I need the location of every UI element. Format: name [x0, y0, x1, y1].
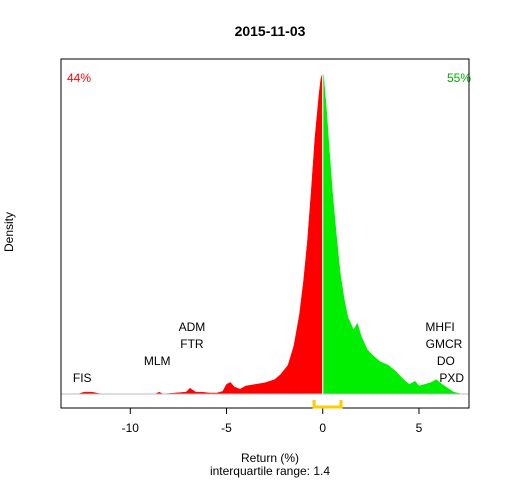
chart-title: 2015-11-03 [235, 23, 306, 39]
x-tick-label: -5 [221, 421, 232, 435]
x-axis-label: Return (%) [241, 451, 299, 465]
left-percent-label: 44% [67, 71, 91, 85]
iqr-bracket [312, 400, 343, 409]
x-tick-label: 0 [319, 421, 326, 435]
y-axis-label: Density [2, 212, 16, 252]
positive-density-area [322, 72, 462, 395]
density-areas [61, 72, 469, 395]
ticker-label: MHFI [425, 320, 454, 334]
iqr-subtitle: interquartile range: 1.4 [210, 464, 330, 478]
ticker-label: DO [437, 354, 455, 368]
right-percent-label: 55% [447, 71, 471, 85]
iqr-bracket-line [312, 400, 343, 409]
plot-frame [60, 58, 470, 409]
ticker-label: ADM [179, 320, 206, 334]
ticker-label: FTR [180, 337, 204, 351]
x-tick-label: 5 [416, 421, 423, 435]
x-axis: -10 -5 0 5 [122, 407, 423, 435]
ticker-label: MLM [144, 354, 171, 368]
x-tick-label: -10 [122, 421, 140, 435]
ticker-label: PXD [439, 371, 464, 385]
ticker-annotations: FIS MLM ADM FTR MHFI GMCR DO PXD [73, 320, 465, 385]
ticker-label: FIS [73, 371, 92, 385]
negative-density-area [78, 72, 323, 395]
ticker-label: GMCR [426, 337, 463, 351]
